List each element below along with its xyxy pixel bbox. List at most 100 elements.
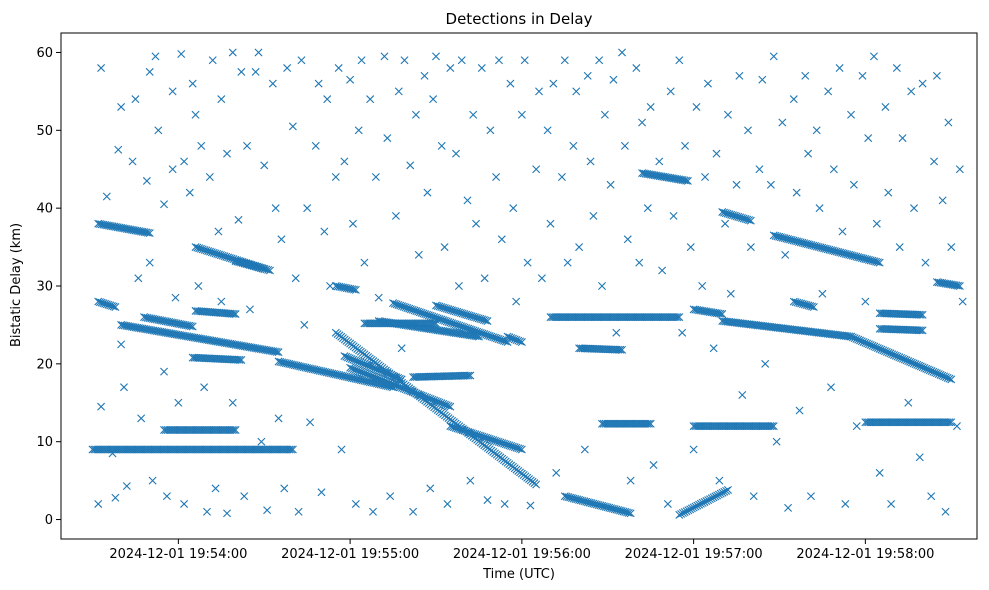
scatter-point	[240, 492, 249, 501]
track-point	[745, 216, 754, 225]
track-point	[746, 216, 755, 225]
scatter-point	[898, 134, 907, 143]
x-tick-label: 2024-12-01 19:55:00	[281, 547, 419, 562]
track-point	[716, 309, 725, 318]
scatter-point	[818, 289, 827, 298]
scatter-point	[895, 243, 904, 252]
scatter-point	[841, 499, 850, 508]
scatter-point	[526, 501, 535, 510]
scatter-point	[437, 141, 446, 150]
chart-title: Detections in Delay	[446, 10, 593, 28]
track-point	[673, 313, 682, 322]
track-point	[428, 319, 437, 328]
track-point	[624, 508, 633, 517]
scatter-point	[346, 75, 355, 84]
track-point	[767, 422, 776, 431]
track-point	[462, 371, 471, 380]
scatter-point	[168, 87, 177, 96]
scatter-point	[927, 492, 936, 501]
scatter-point	[884, 188, 893, 197]
scatter-point	[864, 134, 873, 143]
scatter-point	[383, 134, 392, 143]
track-point	[229, 426, 238, 435]
y-tick-label: 30	[36, 280, 53, 295]
scatter-point	[746, 243, 755, 252]
scatter-point	[918, 79, 927, 88]
scatter-point	[827, 383, 836, 392]
scatter-point	[457, 56, 466, 65]
scatter-point	[887, 499, 896, 508]
track-point	[769, 422, 778, 431]
track-point	[675, 313, 684, 322]
scatter-point	[572, 87, 581, 96]
scatter-point	[537, 274, 546, 283]
scatter-point	[732, 180, 741, 189]
track-point	[186, 322, 195, 331]
scatter-point	[137, 414, 146, 423]
track-point	[231, 426, 240, 435]
scatter-point	[154, 126, 163, 135]
scatter-point	[546, 219, 555, 228]
track-point	[109, 302, 118, 311]
track-point	[918, 326, 927, 335]
scatter-point	[254, 48, 263, 57]
scatter-point	[557, 173, 566, 182]
track-point	[918, 310, 927, 319]
y-axis-ticks: 0 10 20 30 40 50 60	[36, 46, 61, 528]
x-tick-label: 2024-12-01 19:56:00	[453, 547, 591, 562]
scatter-point	[575, 243, 584, 252]
scatter-point	[824, 87, 833, 96]
scatter-point	[151, 52, 160, 61]
y-tick-label: 60	[36, 46, 53, 61]
scatter-point	[698, 282, 707, 290]
scatter-point	[200, 383, 209, 392]
scatter-point	[778, 118, 787, 127]
x-tick-label: 2024-12-01 19:57:00	[625, 547, 763, 562]
scatter-point	[97, 64, 106, 73]
scatter-point	[217, 95, 226, 104]
scatter-point	[523, 258, 532, 267]
scatter-point	[669, 211, 678, 220]
track-point	[446, 402, 455, 411]
scatter-point	[271, 204, 280, 213]
scatter-point	[102, 192, 111, 201]
scatter-point	[649, 461, 658, 470]
scatter-point	[600, 110, 609, 119]
scatter-point	[789, 95, 798, 104]
scatter-point	[769, 52, 778, 61]
track-point	[288, 445, 297, 454]
scatter-point	[952, 422, 961, 431]
scatter-point	[941, 507, 950, 516]
track-point	[228, 426, 237, 435]
track-point	[618, 345, 627, 354]
scatter-point	[283, 64, 292, 73]
scatter-point	[646, 102, 655, 111]
scatter-point	[160, 200, 169, 209]
scatter-point	[452, 149, 461, 158]
scatter-point	[245, 305, 254, 314]
scatter-point	[598, 282, 607, 290]
track-point	[265, 266, 274, 275]
scatter-point	[721, 219, 730, 228]
scatter-point	[114, 145, 123, 154]
track-point	[916, 310, 925, 319]
scatter-point	[423, 188, 432, 197]
scatter-point	[806, 492, 815, 501]
scatter-point	[400, 56, 409, 65]
scatter-point	[463, 196, 472, 205]
scatter-point	[755, 165, 764, 174]
scatter-point	[915, 453, 924, 462]
scatter-point	[712, 149, 721, 158]
scatter-point	[744, 126, 752, 135]
scatter-point	[589, 211, 598, 220]
scatter-point	[761, 359, 770, 368]
scatter-point	[801, 71, 810, 80]
scatter-point	[443, 499, 452, 508]
scatter-point	[792, 188, 801, 197]
scatter-point	[357, 56, 366, 65]
scatter-point	[268, 79, 277, 88]
scatter-point	[334, 64, 343, 73]
track-point	[350, 285, 359, 294]
track-point	[430, 319, 439, 328]
